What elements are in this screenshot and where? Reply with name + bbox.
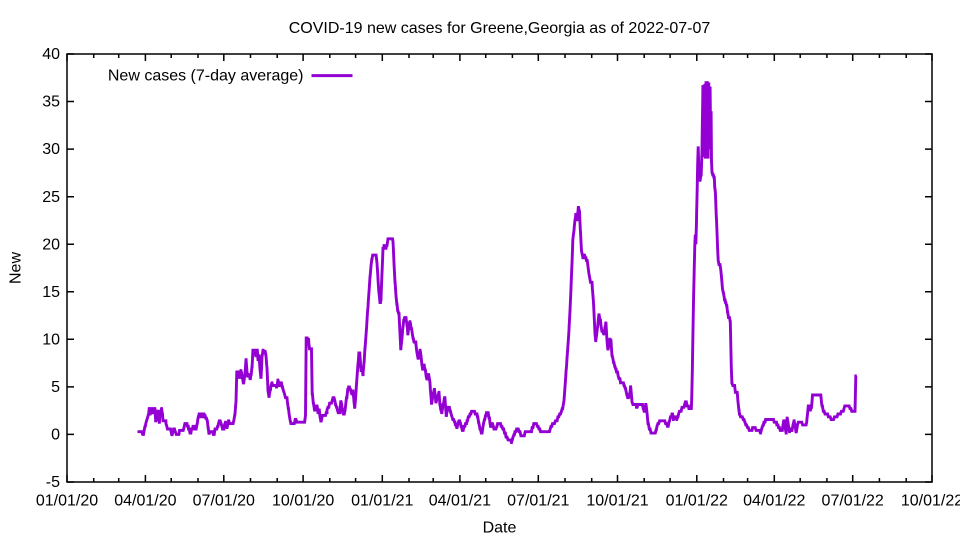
svg-text:01/01/20: 01/01/20 [36,493,98,510]
svg-text:04/01/22: 04/01/22 [743,493,805,510]
svg-text:10/01/22: 10/01/22 [901,493,960,510]
svg-text:5: 5 [51,379,60,396]
svg-text:25: 25 [42,189,60,206]
svg-text:Date: Date [483,520,517,537]
svg-text:07/01/21: 07/01/21 [507,493,569,510]
svg-text:10: 10 [42,331,60,348]
svg-text:04/01/21: 04/01/21 [429,493,491,510]
svg-text:30: 30 [42,141,60,158]
svg-text:07/01/22: 07/01/22 [822,493,884,510]
svg-text:10/01/21: 10/01/21 [586,493,648,510]
svg-text:10/01/20: 10/01/20 [272,493,334,510]
svg-text:0: 0 [51,427,60,444]
svg-text:01/01/21: 01/01/21 [351,493,413,510]
svg-text:COVID-19 new cases for Greene,: COVID-19 new cases for Greene,Georgia as… [289,20,711,37]
svg-text:01/01/22: 01/01/22 [666,493,728,510]
svg-text:20: 20 [42,236,60,253]
svg-text:07/01/20: 07/01/20 [193,493,255,510]
svg-text:-5: -5 [46,474,60,491]
svg-text:40: 40 [42,46,60,63]
svg-text:New: New [8,252,25,284]
svg-text:New cases (7-day average): New cases (7-day average) [108,68,304,85]
svg-text:15: 15 [42,284,60,301]
svg-text:35: 35 [42,94,60,111]
svg-text:04/01/20: 04/01/20 [114,493,176,510]
